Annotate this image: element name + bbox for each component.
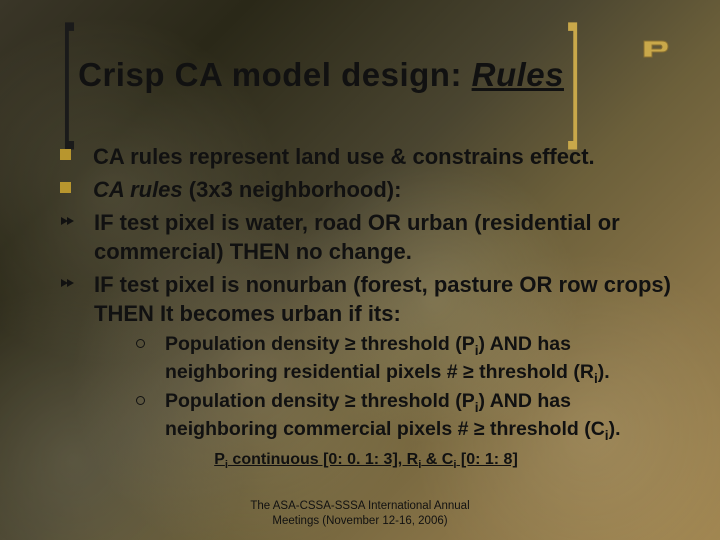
bracket-left-icon: [ [62, 40, 75, 108]
sub-bullet-text: Population density ≥ threshold (Pi) AND … [165, 389, 672, 444]
list-item: CA rules represent land use & constrains… [60, 142, 672, 171]
list-item: Population density ≥ threshold (Pi) AND … [136, 389, 672, 444]
circle-bullet-icon [136, 339, 145, 348]
purdue-logo-icon [642, 38, 670, 60]
list-item: CA rules (3x3 neighborhood): [60, 175, 672, 204]
list-item: IF test pixel is nonurban (forest, pastu… [60, 270, 672, 328]
slide: [ Crisp CA model design: Rules ] CA rule… [0, 0, 720, 540]
note-line: Pi continuous [0: 0. 1: 3], Ri & Ci [0: … [60, 451, 672, 471]
sub-bullet-list: Population density ≥ threshold (Pi) AND … [136, 332, 672, 445]
bullet-text: CA rules represent land use & constrains… [93, 142, 595, 171]
title-emph: Rules [472, 56, 564, 93]
footer-line-2: Meetings (November 12-16, 2006) [0, 514, 720, 528]
bracket-right-icon: ] [568, 40, 581, 108]
title-row: [ Crisp CA model design: Rules ] [50, 42, 670, 107]
list-item: Population density ≥ threshold (Pi) AND … [136, 332, 672, 387]
footer-line-1: The ASA-CSSA-SSSA International Annual [0, 499, 720, 513]
bullet-text: IF test pixel is nonurban (forest, pastu… [94, 270, 672, 328]
footer: The ASA-CSSA-SSSA International Annual M… [0, 499, 720, 528]
square-bullet-icon [60, 149, 71, 160]
slide-title: Crisp CA model design: Rules [78, 56, 564, 94]
arrow-bullet-icon [60, 276, 74, 290]
list-item: IF test pixel is water, road OR urban (r… [60, 208, 672, 266]
bullet-text: CA rules (3x3 neighborhood): [93, 175, 401, 204]
sub-bullet-text: Population density ≥ threshold (Pi) AND … [165, 332, 672, 387]
square-bullet-icon [60, 182, 71, 193]
content-area: CA rules represent land use & constrains… [60, 142, 672, 471]
title-prefix: Crisp CA model design: [78, 56, 471, 93]
circle-bullet-icon [136, 396, 145, 405]
bullet-text: IF test pixel is water, road OR urban (r… [94, 208, 672, 266]
arrow-bullet-icon [60, 214, 74, 228]
main-bullet-list: CA rules represent land use & constrains… [60, 142, 672, 328]
